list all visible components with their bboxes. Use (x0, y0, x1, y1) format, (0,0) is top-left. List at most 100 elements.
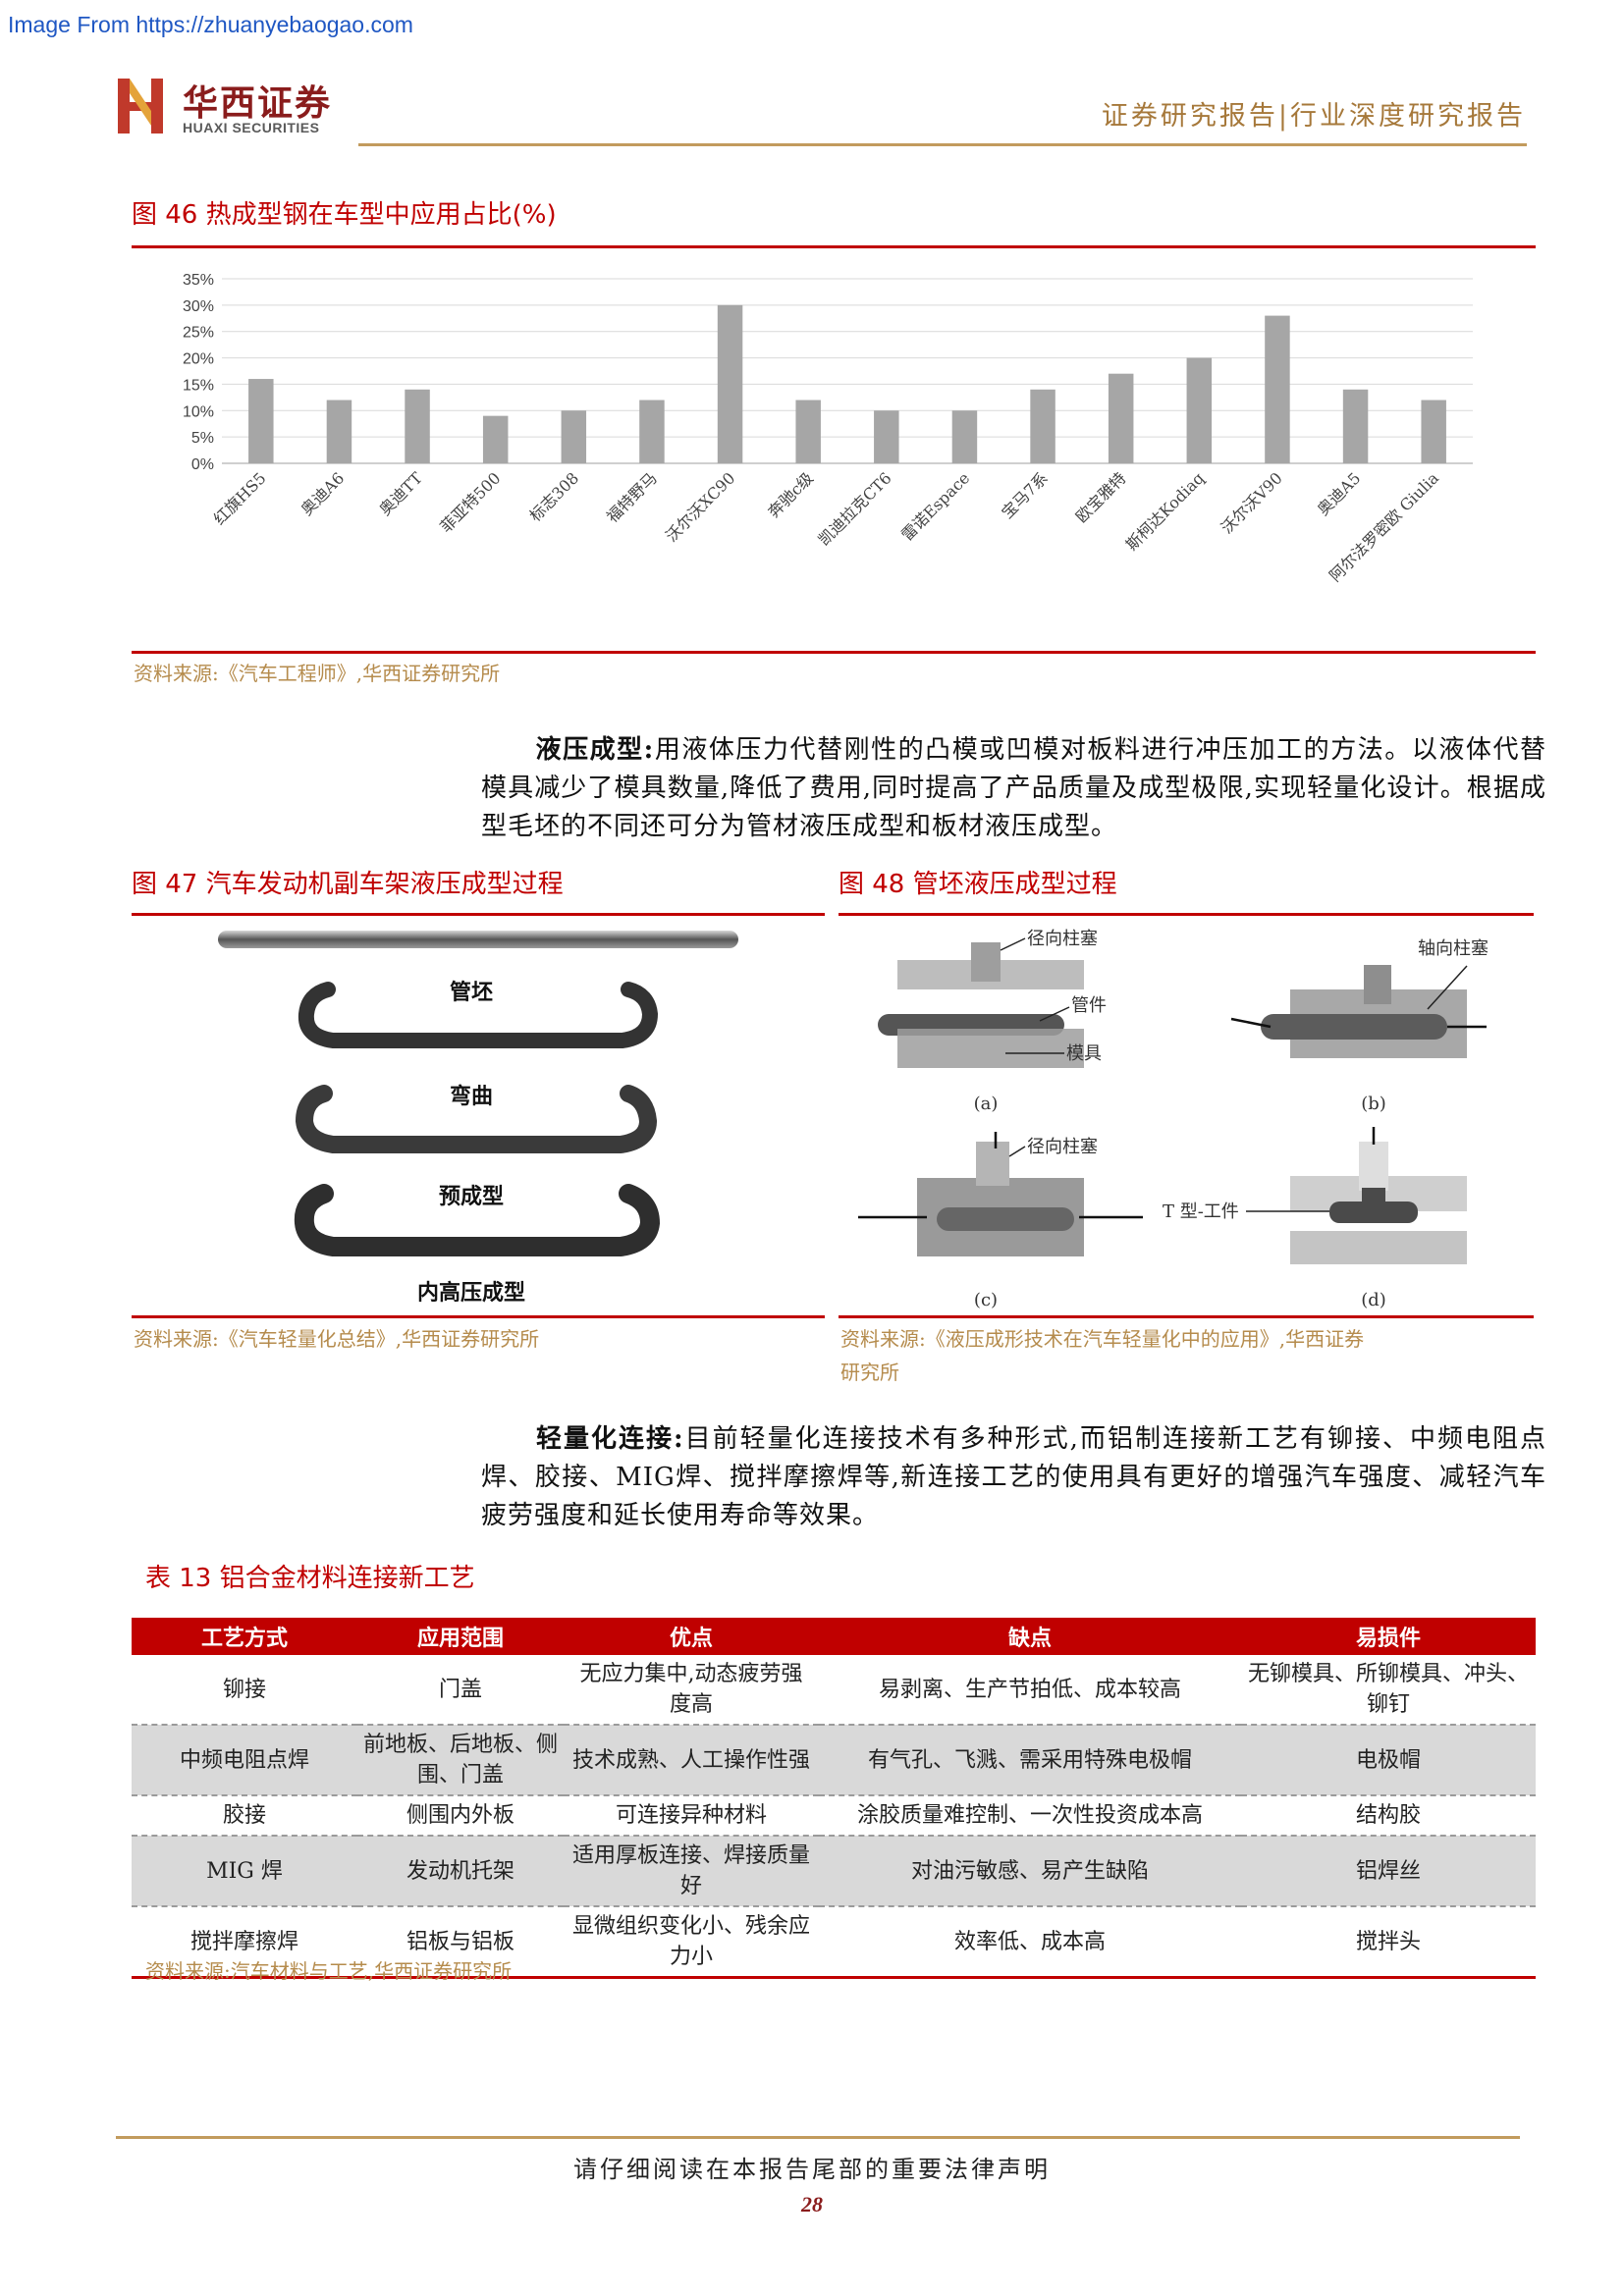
figure-46-bar-chart: 0% 5% 10% 15% 20% 25% 30% 35% 红旗HS5 奥迪A6 奥迪TT 菲亚特50… (183, 272, 1473, 585)
table-cell: 中频电阻点焊 (132, 1725, 357, 1796)
figure-47-source: 资料来源:《汽车轻量化总结》,华西证券研究所 (134, 1327, 540, 1351)
bar (717, 304, 743, 463)
label-preforming: 预成型 (439, 1184, 504, 1209)
table-cell: 涂胶质量难控制、一次性投资成本高 (819, 1795, 1241, 1837)
bar (874, 410, 899, 463)
lightweight-joining-text: 目前轻量化连接技术有多种形式,而铝制连接新工艺有铆接、中频电阻点焊、胶接、MIG… (481, 1424, 1546, 1530)
x-tick-label: 菲亚特500 (437, 468, 505, 536)
table-cell: 对油污敏感、易产生缺陷 (819, 1836, 1241, 1907)
hydroforming-paragraph: 液压成型:用液体压力代替刚性的凸模或凹模对板料进行冲压加工的方法。以液体代替模具… (481, 731, 1546, 846)
source-watermark: Image From https://zhuanyebaogao.com (8, 12, 413, 37)
header-method: 工艺方式 (132, 1618, 357, 1655)
table-cell: MIG 焊 (132, 1836, 357, 1907)
table-cell: 铆接 (132, 1655, 357, 1726)
bar (1186, 357, 1213, 463)
bar (795, 400, 821, 463)
table-cell: 可连接异种材料 (564, 1795, 819, 1837)
table-cell: 易剥离、生产节拍低、成本较高 (819, 1655, 1241, 1726)
y-tick-label: 20% (183, 351, 214, 368)
y-tick-label: 25% (183, 325, 214, 342)
header-scope: 应用范围 (357, 1618, 564, 1655)
figure-48-source-line-1: 资料来源:《液压成形技术在汽车轻量化中的应用》,华西证券 (840, 1327, 1365, 1351)
table-cell: 搅拌头 (1241, 1906, 1536, 1979)
table-row: 中频电阻点焊 前地板、后地板、侧围、门盖 技术成熟、人工操作性强 有气孔、飞溅、… (132, 1725, 1536, 1796)
logo-english-name: HUAXI SECURITIES (183, 120, 320, 135)
bent-stage-2 (295, 1085, 658, 1153)
lightweight-joining-term: 轻量化连接: (535, 1424, 684, 1454)
bar (1108, 373, 1134, 463)
y-tick-label: 30% (183, 298, 214, 315)
x-tick-label: 红旗HS5 (210, 468, 270, 528)
x-tick-label: 奥迪A5 (1314, 468, 1364, 518)
table-cell: 结构胶 (1241, 1795, 1536, 1837)
bar (405, 389, 430, 463)
figure-47-bottom-rule (132, 1315, 825, 1318)
lightweight-joining-paragraph: 轻量化连接:目前轻量化连接技术有多种形式,而铝制连接新工艺有铆接、中频电阻点焊、… (481, 1420, 1546, 1535)
x-tick-label: 沃尔沃V90 (1218, 468, 1286, 537)
table-cell: 铝焊丝 (1241, 1836, 1536, 1907)
bent-stage-3 (294, 1184, 661, 1256)
figure-46-source: 资料来源:《汽车工程师》,华西证券研究所 (134, 662, 501, 685)
header-wear-parts: 易损件 (1241, 1618, 1536, 1655)
label-tube-part: 管件 (1071, 995, 1107, 1016)
table-cell: 适用厚板连接、焊接质量好 (564, 1836, 819, 1907)
figure-48-source-line-2: 研究所 (840, 1361, 899, 1384)
huaxi-logo-icon (118, 79, 163, 133)
bar (248, 379, 274, 463)
label-panel-b: (b) (1361, 1094, 1386, 1114)
table-row: MIG 焊 发动机托架 适用厚板连接、焊接质量好 对油污敏感、易产生缺陷 铝焊丝 (132, 1836, 1536, 1907)
figure-48-title: 图 48 管坯液压成型过程 (839, 870, 1117, 899)
x-tick-label: 沃尔沃XC90 (662, 468, 738, 545)
label-panel-a: (a) (974, 1094, 999, 1114)
label-die: 模具 (1066, 1043, 1102, 1064)
table-cell: 门盖 (357, 1655, 564, 1726)
label-t-part: T 型-工件 (1163, 1201, 1239, 1222)
x-tick-label: 凯迪拉克CT6 (815, 468, 895, 549)
bar (482, 415, 509, 463)
x-tick-label: 雷诺Espace (897, 468, 973, 544)
y-tick-label: 0% (191, 456, 214, 473)
figure-46-top-rule (132, 245, 1536, 248)
straight-tube-blank (218, 931, 738, 948)
x-tick-label: 奔驰c级 (764, 468, 817, 521)
logo-chinese-name: 华西证券 (183, 83, 333, 124)
header-divider (358, 143, 1527, 146)
bar (639, 400, 665, 463)
panel-a: 径向柱塞 管件 模具 (a) (878, 929, 1107, 1114)
header-advantages: 优点 (564, 1618, 819, 1655)
x-tick-label: 奥迪A6 (298, 468, 348, 518)
label-panel-c: (c) (974, 1290, 998, 1310)
table-cell: 前地板、后地板、侧围、门盖 (357, 1725, 564, 1796)
table-cell: 技术成熟、人工操作性强 (564, 1725, 819, 1796)
label-radial-punch-a: 径向柱塞 (1027, 929, 1098, 949)
table-cell: 无铆模具、所铆模具、冲头、铆钉 (1241, 1655, 1536, 1726)
legal-notice: 请仔细阅读在本报告尾部的重要法律声明 (573, 2156, 1051, 2183)
x-tick-label: 宝马7系 (998, 468, 1052, 522)
figure-48-tube-hydroforming-diagram: 径向柱塞 管件 模具 (a) 轴向柱塞 (b) 径向柱塞 (c) (858, 929, 1489, 1310)
label-panel-d: (d) (1361, 1290, 1386, 1310)
bar (561, 410, 587, 463)
x-tick-label: 奥迪TT (376, 468, 427, 519)
bar (326, 400, 352, 463)
figure-46-bottom-rule (132, 651, 1536, 654)
hydroforming-term: 液压成型: (535, 735, 655, 765)
bar (1421, 400, 1446, 463)
figure-48-top-rule (839, 913, 1534, 916)
bar (1030, 389, 1056, 463)
y-tick-label: 5% (191, 430, 214, 447)
figure-46-title: 图 46 热成型钢在车型中应用占比(%) (132, 200, 557, 230)
x-tick-label: 斯柯达Kodiaq (1122, 468, 1208, 554)
table-cell: 胶接 (132, 1795, 357, 1837)
table-cell: 铝板与铝板 (357, 1906, 564, 1979)
table-cell: 显微组织变化小、残余应力小 (564, 1906, 819, 1979)
label-bending: 弯曲 (450, 1084, 493, 1109)
table-13: 工艺方式 应用范围 优点 缺点 易损件 铆接 门盖 无应力集中,动态疲劳强度高 … (132, 1618, 1536, 1979)
footer-divider (116, 2136, 1520, 2139)
figure-47-subframe-process-diagram: 管坯 弯曲 预成型 内高压成型 (218, 931, 738, 1306)
table-cell: 有气孔、飞溅、需采用特殊电极帽 (819, 1725, 1241, 1796)
bar (951, 410, 978, 463)
table-row: 胶接 侧围内外板 可连接异种材料 涂胶质量难控制、一次性投资成本高 结构胶 (132, 1795, 1536, 1837)
header-disadvantages: 缺点 (819, 1618, 1241, 1655)
x-tick-label: 欧宝雅特 (1072, 468, 1130, 526)
hydroforming-text: 用液体压力代替刚性的凸模或凹模对板料进行冲压加工的方法。以液体代替模具减少了模具… (481, 735, 1546, 841)
